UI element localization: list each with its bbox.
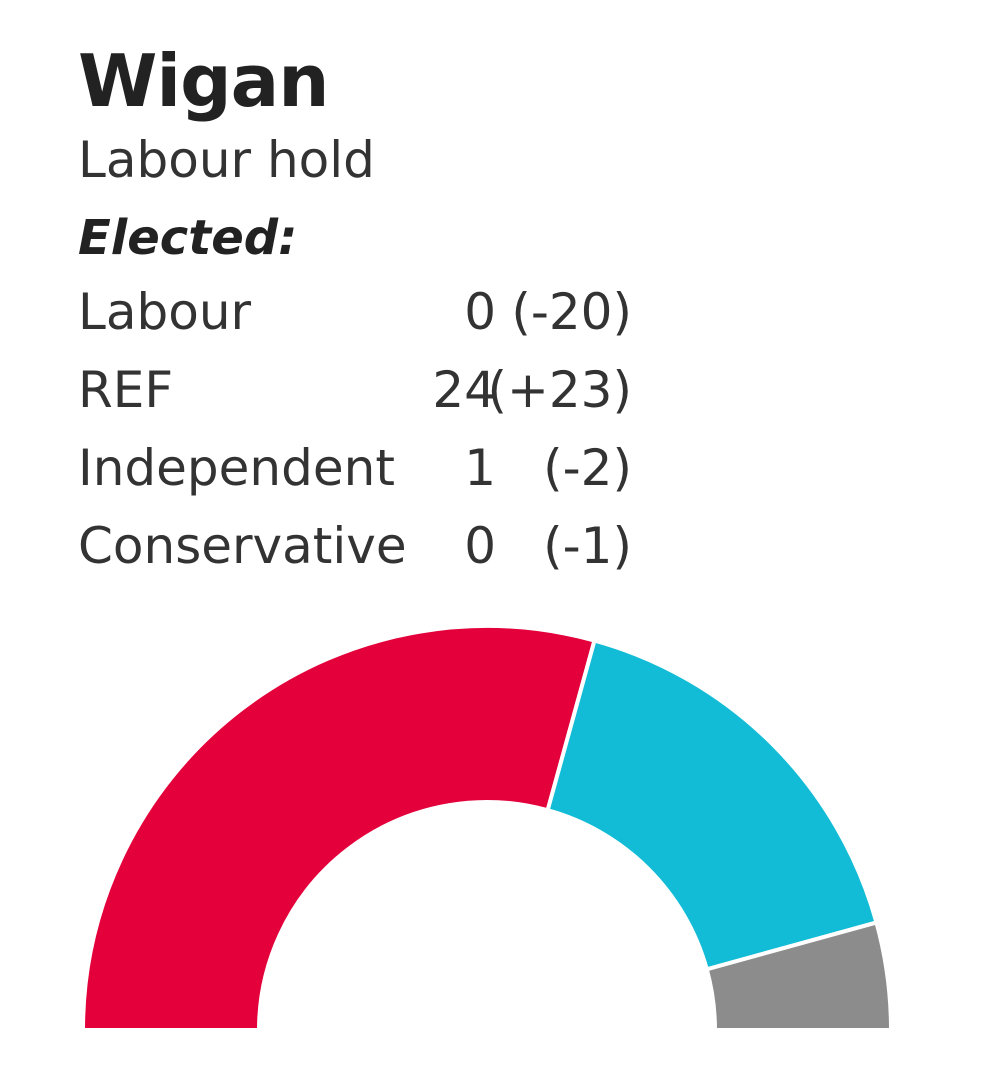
- seat-count: 0: [464, 517, 496, 575]
- seat-change: (-1): [543, 517, 632, 575]
- seat-count: 1: [464, 439, 496, 497]
- elected-heading: Elected:: [78, 210, 298, 266]
- party-name: Labour: [78, 283, 252, 341]
- party-name: Conservative: [78, 517, 407, 575]
- seat-change: (-2): [543, 439, 632, 497]
- chart-slice-independent: [704, 920, 894, 1032]
- party-name: REF: [78, 361, 174, 419]
- council-title: Wigan: [78, 39, 329, 123]
- result-status: Labour hold: [78, 131, 375, 189]
- chart-slice-ref: [545, 638, 879, 972]
- results-row-labour: Labour 0 (-20): [78, 280, 638, 356]
- results-row-conservative: Conservative 0 (-1): [78, 514, 638, 590]
- results-row-independent: Independent 1 (-2): [78, 436, 638, 512]
- seat-count: 0: [464, 283, 496, 341]
- results-row-ref: REF 24 (+23): [78, 358, 638, 434]
- seat-change: (+23): [487, 361, 632, 419]
- seat-change: (-20): [511, 283, 632, 341]
- party-name: Independent: [78, 439, 395, 497]
- seat-half-donut-chart: [80, 624, 894, 1032]
- seat-count: 24: [432, 361, 496, 419]
- chart-slice-labour: [80, 624, 597, 1032]
